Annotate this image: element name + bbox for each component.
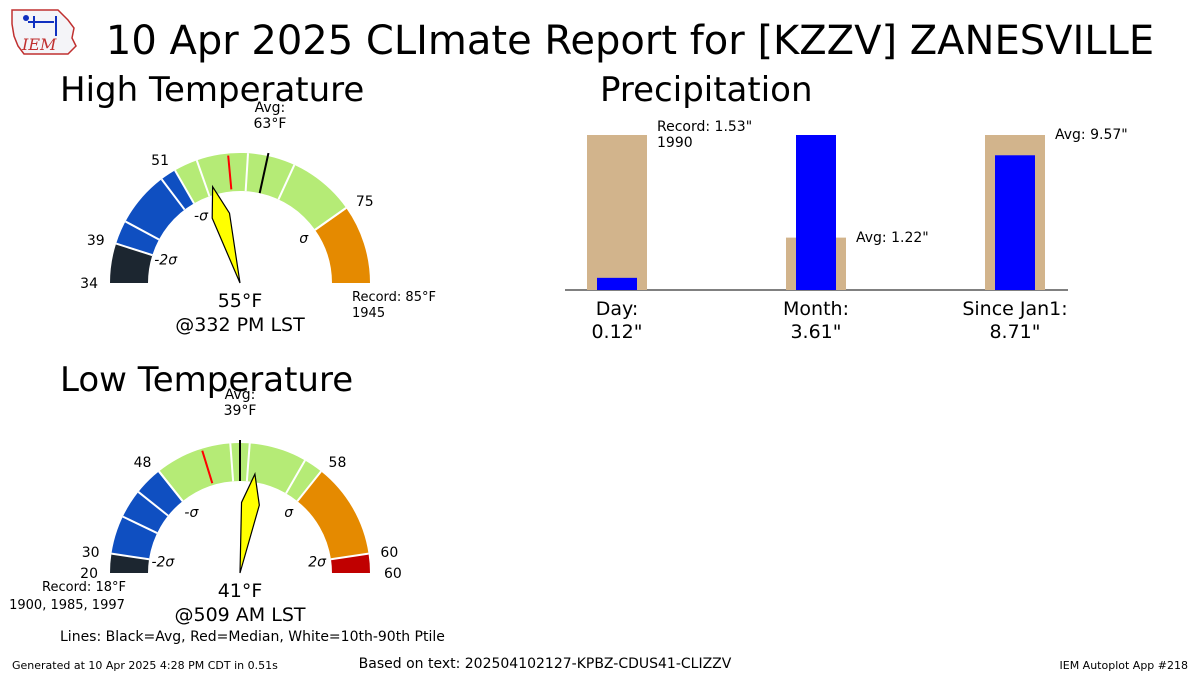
range-label: 34	[80, 276, 98, 292]
percentile-line	[314, 207, 347, 231]
band-separator	[330, 552, 369, 561]
percentile-line	[122, 515, 158, 534]
footer-source: Based on text: 202504102127-KPBZ-CDUS41-…	[359, 656, 732, 672]
percentile-line	[285, 459, 306, 494]
iem-logo: IEM	[11, 9, 77, 55]
percentile-line	[277, 164, 296, 200]
gauge-band	[110, 243, 153, 283]
avg-label: Avg:	[255, 100, 286, 116]
gauge-title: High Temperature	[60, 70, 364, 110]
precip-title: Precipitation	[600, 70, 813, 110]
footer-app: IEM Autoplot App #218	[1060, 659, 1189, 672]
range-label: 48	[134, 455, 152, 471]
sigma-label: -2σ	[154, 252, 178, 268]
avg-label: 63°F	[254, 116, 287, 132]
gauge-band	[111, 471, 183, 560]
sigma-label: -2σ	[151, 554, 175, 570]
record-label: Record: 85°F	[352, 290, 436, 305]
category-label: Month:	[783, 298, 849, 320]
observed-value: 41°F	[218, 580, 263, 602]
footer-generated: Generated at 10 Apr 2025 4:28 PM CDT in …	[12, 659, 278, 672]
gauge-band	[315, 207, 370, 283]
precip-annotation: Record: 1.53"	[657, 119, 752, 135]
range-label: 39	[87, 233, 105, 249]
record-label: 1945	[352, 306, 385, 321]
observed-bar	[995, 155, 1035, 290]
median-line	[201, 450, 214, 484]
range-label: 51	[151, 153, 169, 169]
range-label: 60	[380, 545, 398, 561]
range-label: 60	[384, 566, 402, 582]
sigma-label: σ	[284, 505, 294, 521]
band-separator	[111, 552, 150, 561]
range-label: 20	[80, 566, 98, 582]
range-label: 75	[356, 194, 374, 210]
percentile-line	[245, 443, 251, 482]
median-line	[227, 155, 233, 190]
category-label: Day:	[596, 298, 639, 320]
category-label: Since Jan1:	[962, 298, 1067, 320]
gauge-band	[297, 471, 369, 560]
observed-bar	[796, 135, 836, 290]
value-needle	[211, 184, 241, 284]
figure-title: 10 Apr 2025 CLImate Report for [KZZV] ZA…	[106, 18, 1154, 64]
sigma-label: 2σ	[308, 554, 327, 570]
observed-label: 8.71"	[989, 321, 1040, 343]
percentile-line	[158, 470, 184, 502]
observed-bar	[597, 277, 637, 290]
avg-label: Avg:	[225, 387, 256, 403]
value-needle	[239, 472, 260, 574]
observed-value: 55°F	[218, 290, 263, 312]
record-label: Record: 18°F	[42, 580, 126, 595]
percentile-line	[137, 491, 169, 517]
observed-time: @332 PM LST	[175, 314, 305, 336]
avg-label: 39°F	[224, 403, 257, 419]
band-separator	[296, 470, 322, 502]
percentile-line	[124, 220, 160, 241]
precip-annotation: 1990	[657, 135, 693, 151]
legend-note: Lines: Black=Avg, Red=Median, White=10th…	[60, 629, 445, 645]
percentile-line	[160, 178, 186, 211]
sigma-label: σ	[299, 231, 309, 247]
observed-label: 0.12"	[591, 321, 642, 343]
logo-text: IEM	[21, 35, 57, 54]
gauge-band	[116, 170, 194, 256]
band-separator	[115, 242, 153, 257]
percentile-line	[195, 160, 211, 197]
average-line	[258, 152, 270, 194]
range-label: 30	[82, 545, 100, 561]
reference-bar	[587, 135, 647, 290]
observed-label: 3.61"	[790, 321, 841, 343]
sigma-label: -σ	[194, 208, 209, 224]
precip-annotation: Avg: 1.22"	[856, 230, 929, 246]
range-label: 58	[329, 455, 347, 471]
gauge-title: Low Temperature	[60, 360, 353, 400]
precip-annotation: Avg: 9.57"	[1055, 127, 1128, 143]
observed-time: @509 AM LST	[175, 604, 306, 626]
band-separator	[174, 169, 195, 204]
percentile-line	[244, 153, 250, 192]
sigma-label: -σ	[184, 505, 199, 521]
record-label: 1900, 1985, 1997	[9, 598, 125, 613]
percentile-line	[229, 443, 235, 482]
